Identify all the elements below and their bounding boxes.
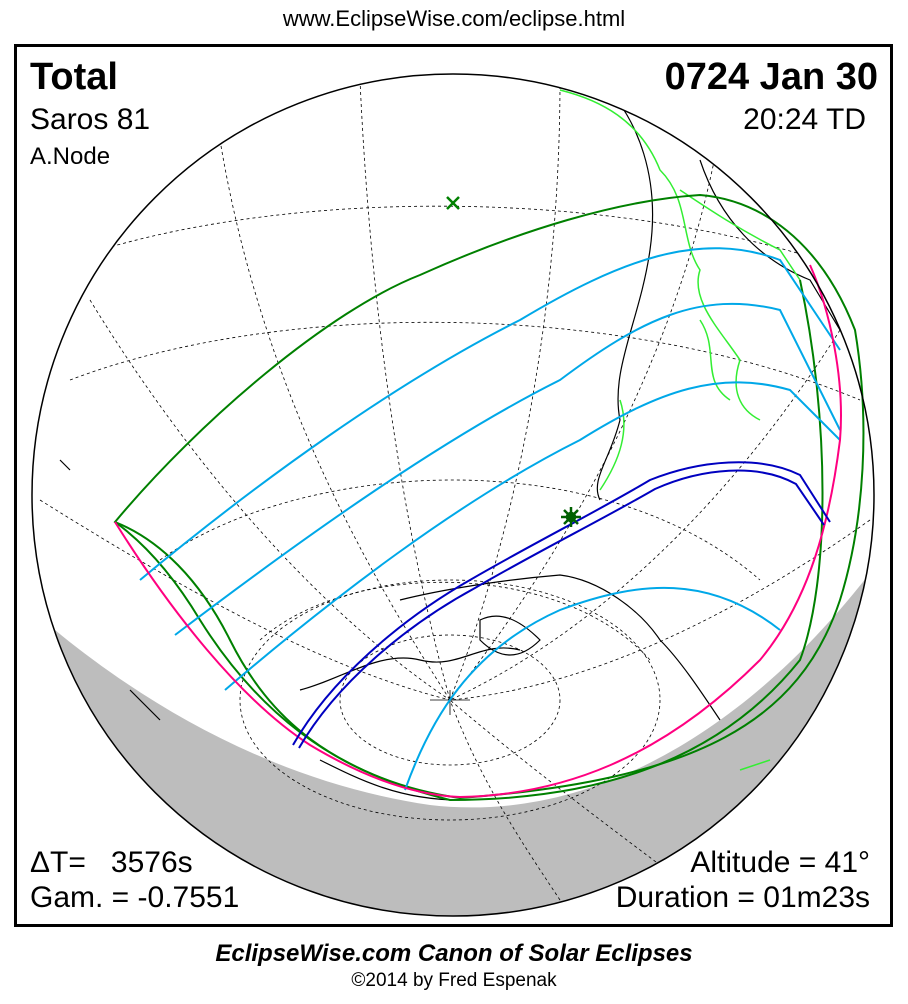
footer-title: EclipseWise.com Canon of Solar Eclipses — [215, 940, 693, 967]
penumbra-limit-curve — [113, 193, 865, 800]
eclipse-time: 20:24 TD — [743, 103, 866, 136]
map-frame — [14, 44, 893, 927]
subsolar-x-icon — [446, 196, 460, 210]
saros-number: Saros 81 — [30, 103, 151, 136]
greatest-eclipse-star-icon — [561, 507, 581, 527]
gamma: Gam. = -0.7551 — [30, 881, 240, 914]
central-path — [292, 461, 831, 749]
globe — [32, 74, 874, 916]
rise-set-curve — [114, 264, 842, 799]
globe-outline — [31, 73, 875, 917]
node: A.Node — [30, 143, 111, 170]
magnitude-curves — [139, 247, 841, 791]
altitude: Altitude = 41° — [690, 846, 870, 879]
footer-copyright: ©2014 by Fred Espenak — [351, 970, 557, 991]
graticule — [39, 79, 871, 901]
delta-t: ΔT= 3576s — [30, 846, 193, 879]
country-borders — [559, 89, 801, 771]
duration: Duration = 01m23s — [615, 881, 870, 914]
source-url: www.EclipseWise.com/eclipse.html — [282, 6, 626, 31]
eclipse-date: 0724 Jan 30 — [664, 56, 878, 98]
eclipse-type: Total — [30, 56, 118, 98]
